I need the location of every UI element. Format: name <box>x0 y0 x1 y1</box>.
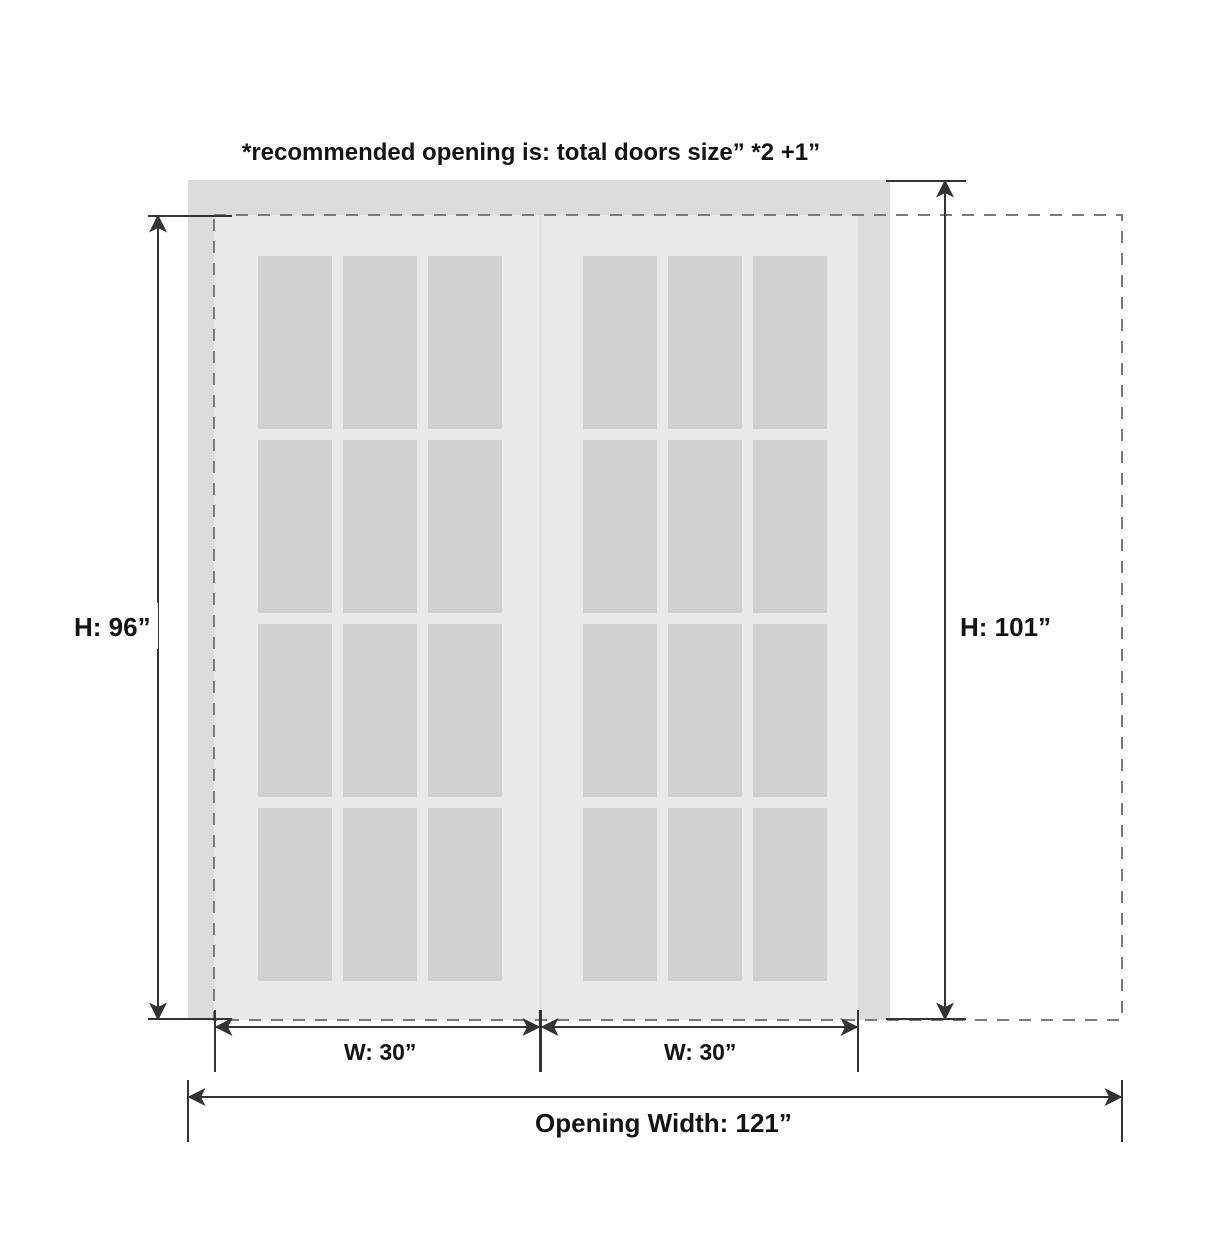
glass-lite <box>753 440 827 613</box>
glass-lite <box>583 256 657 429</box>
glass-lite <box>753 624 827 797</box>
glass-lite <box>343 808 417 981</box>
glass-lite <box>753 808 827 981</box>
glass-lite <box>258 256 332 429</box>
left-door-width-dimension: W: 30” <box>214 1010 541 1072</box>
right-door-width-dimension: W: 30” <box>540 1010 859 1072</box>
glass-lite <box>343 256 417 429</box>
glass-lite <box>753 256 827 429</box>
glass-lite <box>583 624 657 797</box>
door-height-dimension: H: 96” <box>66 214 232 1021</box>
glass-lite <box>258 440 332 613</box>
left-door-width-label: W: 30” <box>344 1039 416 1065</box>
glass-lite <box>258 808 332 981</box>
opening-height-dimension: H: 101” <box>886 179 1058 1021</box>
right-door <box>583 256 827 981</box>
glass-lite <box>428 440 502 613</box>
opening-height-label: H: 101” <box>960 612 1051 642</box>
glass-lite <box>428 624 502 797</box>
glass-lite <box>583 808 657 981</box>
glass-lite <box>343 624 417 797</box>
glass-lite <box>428 808 502 981</box>
left-door <box>258 256 502 981</box>
glass-lite <box>668 624 742 797</box>
glass-lite <box>258 624 332 797</box>
glass-lite <box>583 440 657 613</box>
glass-lite <box>668 256 742 429</box>
opening-width-dimension: Opening Width: 121” <box>187 1080 1123 1142</box>
right-door-width-label: W: 30” <box>664 1039 736 1065</box>
rough-opening-dashed-outline <box>213 214 1123 1021</box>
glass-lite <box>428 256 502 429</box>
door-height-label: H: 96” <box>74 612 151 642</box>
glass-lite <box>668 808 742 981</box>
opening-width-label: Opening Width: 121” <box>535 1108 792 1138</box>
glass-lite <box>343 440 417 613</box>
recommended-opening-note: *recommended opening is: total doors siz… <box>242 139 820 166</box>
glass-lite <box>668 440 742 613</box>
